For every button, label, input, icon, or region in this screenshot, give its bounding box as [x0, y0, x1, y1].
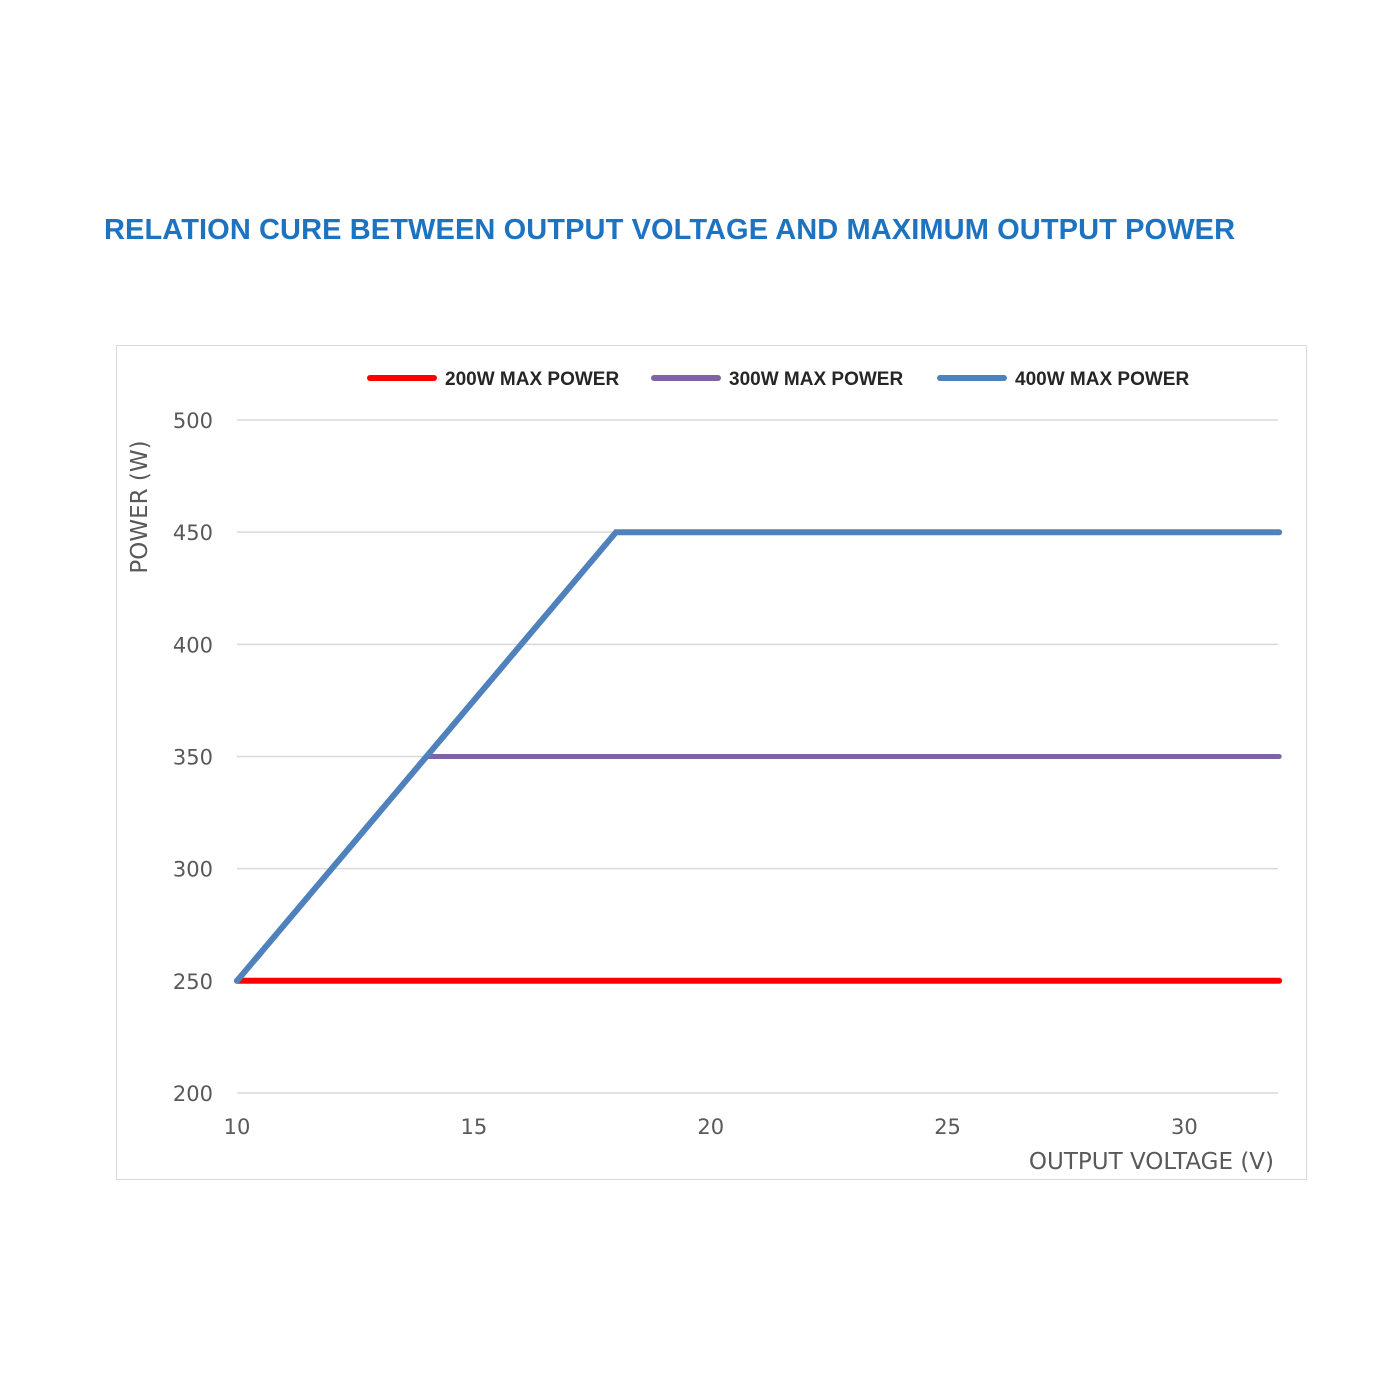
y-tick-label-300: 300	[173, 858, 213, 882]
x-tick-label-25: 25	[934, 1115, 961, 1139]
y-tick-labels: 200 250 300 350 400 450 500	[173, 409, 213, 1106]
y-tick-label-250: 250	[173, 970, 213, 994]
legend-label-3: 400W MAX POWER	[1015, 369, 1189, 390]
x-tick-label-30: 30	[1171, 1115, 1198, 1139]
y-tick-label-400: 400	[173, 633, 213, 657]
series-line-3	[234, 529, 1283, 984]
x-tick-labels: 10 15 20 25 30	[224, 1115, 1198, 1139]
y-tick-label-200: 200	[173, 1082, 213, 1106]
y-tick-label-500: 500	[173, 409, 213, 433]
series-lines	[234, 529, 1283, 984]
x-tick-label-20: 20	[697, 1115, 724, 1139]
legend: 200W MAX POWER 300W MAX POWER 400W MAX POW…	[367, 369, 1189, 390]
x-tick-label-10: 10	[224, 1115, 251, 1139]
legend-label-2: 300W MAX POWER	[729, 369, 903, 390]
y-tick-label-350: 350	[173, 746, 213, 770]
x-axis-title: OUTPUT VOLTAGE (V)	[1029, 1149, 1274, 1175]
page-title: RELATION CURE BETWEEN OUTPUT VOLTAGE AND…	[104, 214, 1236, 246]
x-tick-label-15: 15	[460, 1115, 487, 1139]
legend-label-1: 200W MAX POWER	[445, 369, 619, 390]
chart-frame	[116, 345, 1307, 1180]
y-axis-title: POWER (W)	[127, 440, 153, 573]
y-tick-label-450: 450	[173, 521, 213, 545]
